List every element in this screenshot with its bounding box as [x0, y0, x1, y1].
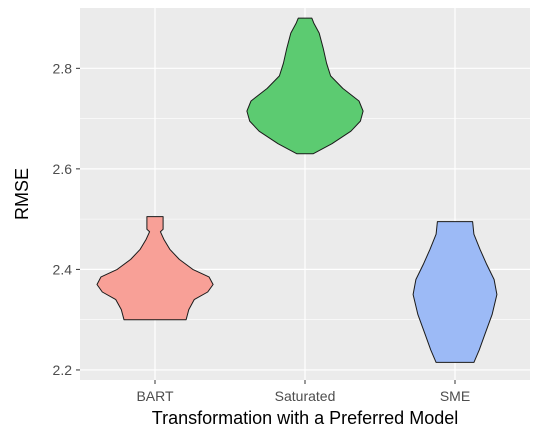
x-tick-label: Saturated [275, 388, 336, 404]
y-axis-title: RMSE [12, 168, 32, 220]
violin-layer [96, 17, 498, 363]
axis-layer: 2.2 2.4 2.6 2.8 BART Saturated SME [53, 60, 471, 404]
x-tick-label: BART [136, 388, 174, 404]
x-axis-title: Transformation with a Preferred Model [152, 408, 458, 428]
y-tick-label: 2.2 [53, 362, 73, 378]
violin-bart [96, 216, 214, 321]
y-tick-label: 2.6 [53, 161, 73, 177]
x-tick-label: SME [440, 388, 470, 404]
violin-sme [412, 221, 498, 363]
y-tick-label: 2.8 [53, 60, 73, 76]
violin-saturated [246, 17, 364, 155]
y-tick-label: 2.4 [53, 261, 73, 277]
